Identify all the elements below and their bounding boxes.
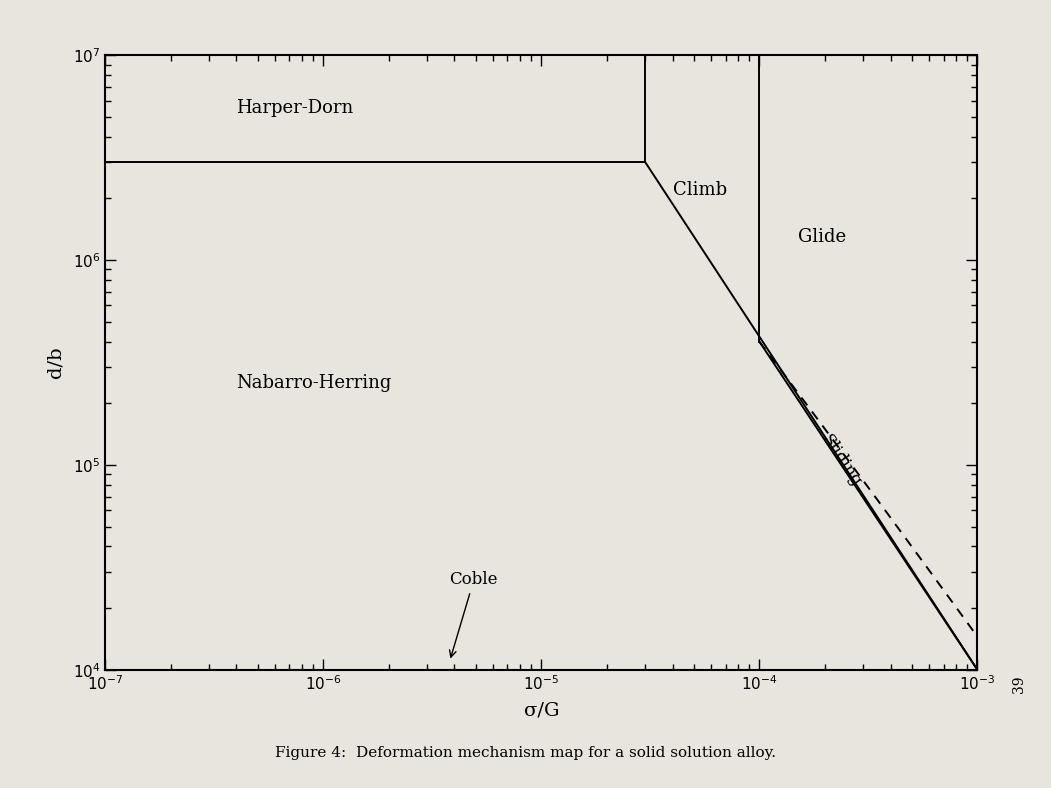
Text: Figure 4:  Deformation mechanism map for a solid solution alloy.: Figure 4: Deformation mechanism map for … <box>275 745 776 760</box>
Text: Glide: Glide <box>798 228 846 246</box>
Text: Climb: Climb <box>673 181 726 199</box>
X-axis label: σ/G: σ/G <box>523 701 559 719</box>
Text: Sliding: Sliding <box>818 431 865 490</box>
Text: Harper-Dorn: Harper-Dorn <box>236 99 353 117</box>
Y-axis label: d/b: d/b <box>46 347 64 378</box>
Text: Coble: Coble <box>450 571 498 657</box>
Text: 39: 39 <box>1012 676 1027 693</box>
Text: Nabarro-Herring: Nabarro-Herring <box>236 374 392 392</box>
